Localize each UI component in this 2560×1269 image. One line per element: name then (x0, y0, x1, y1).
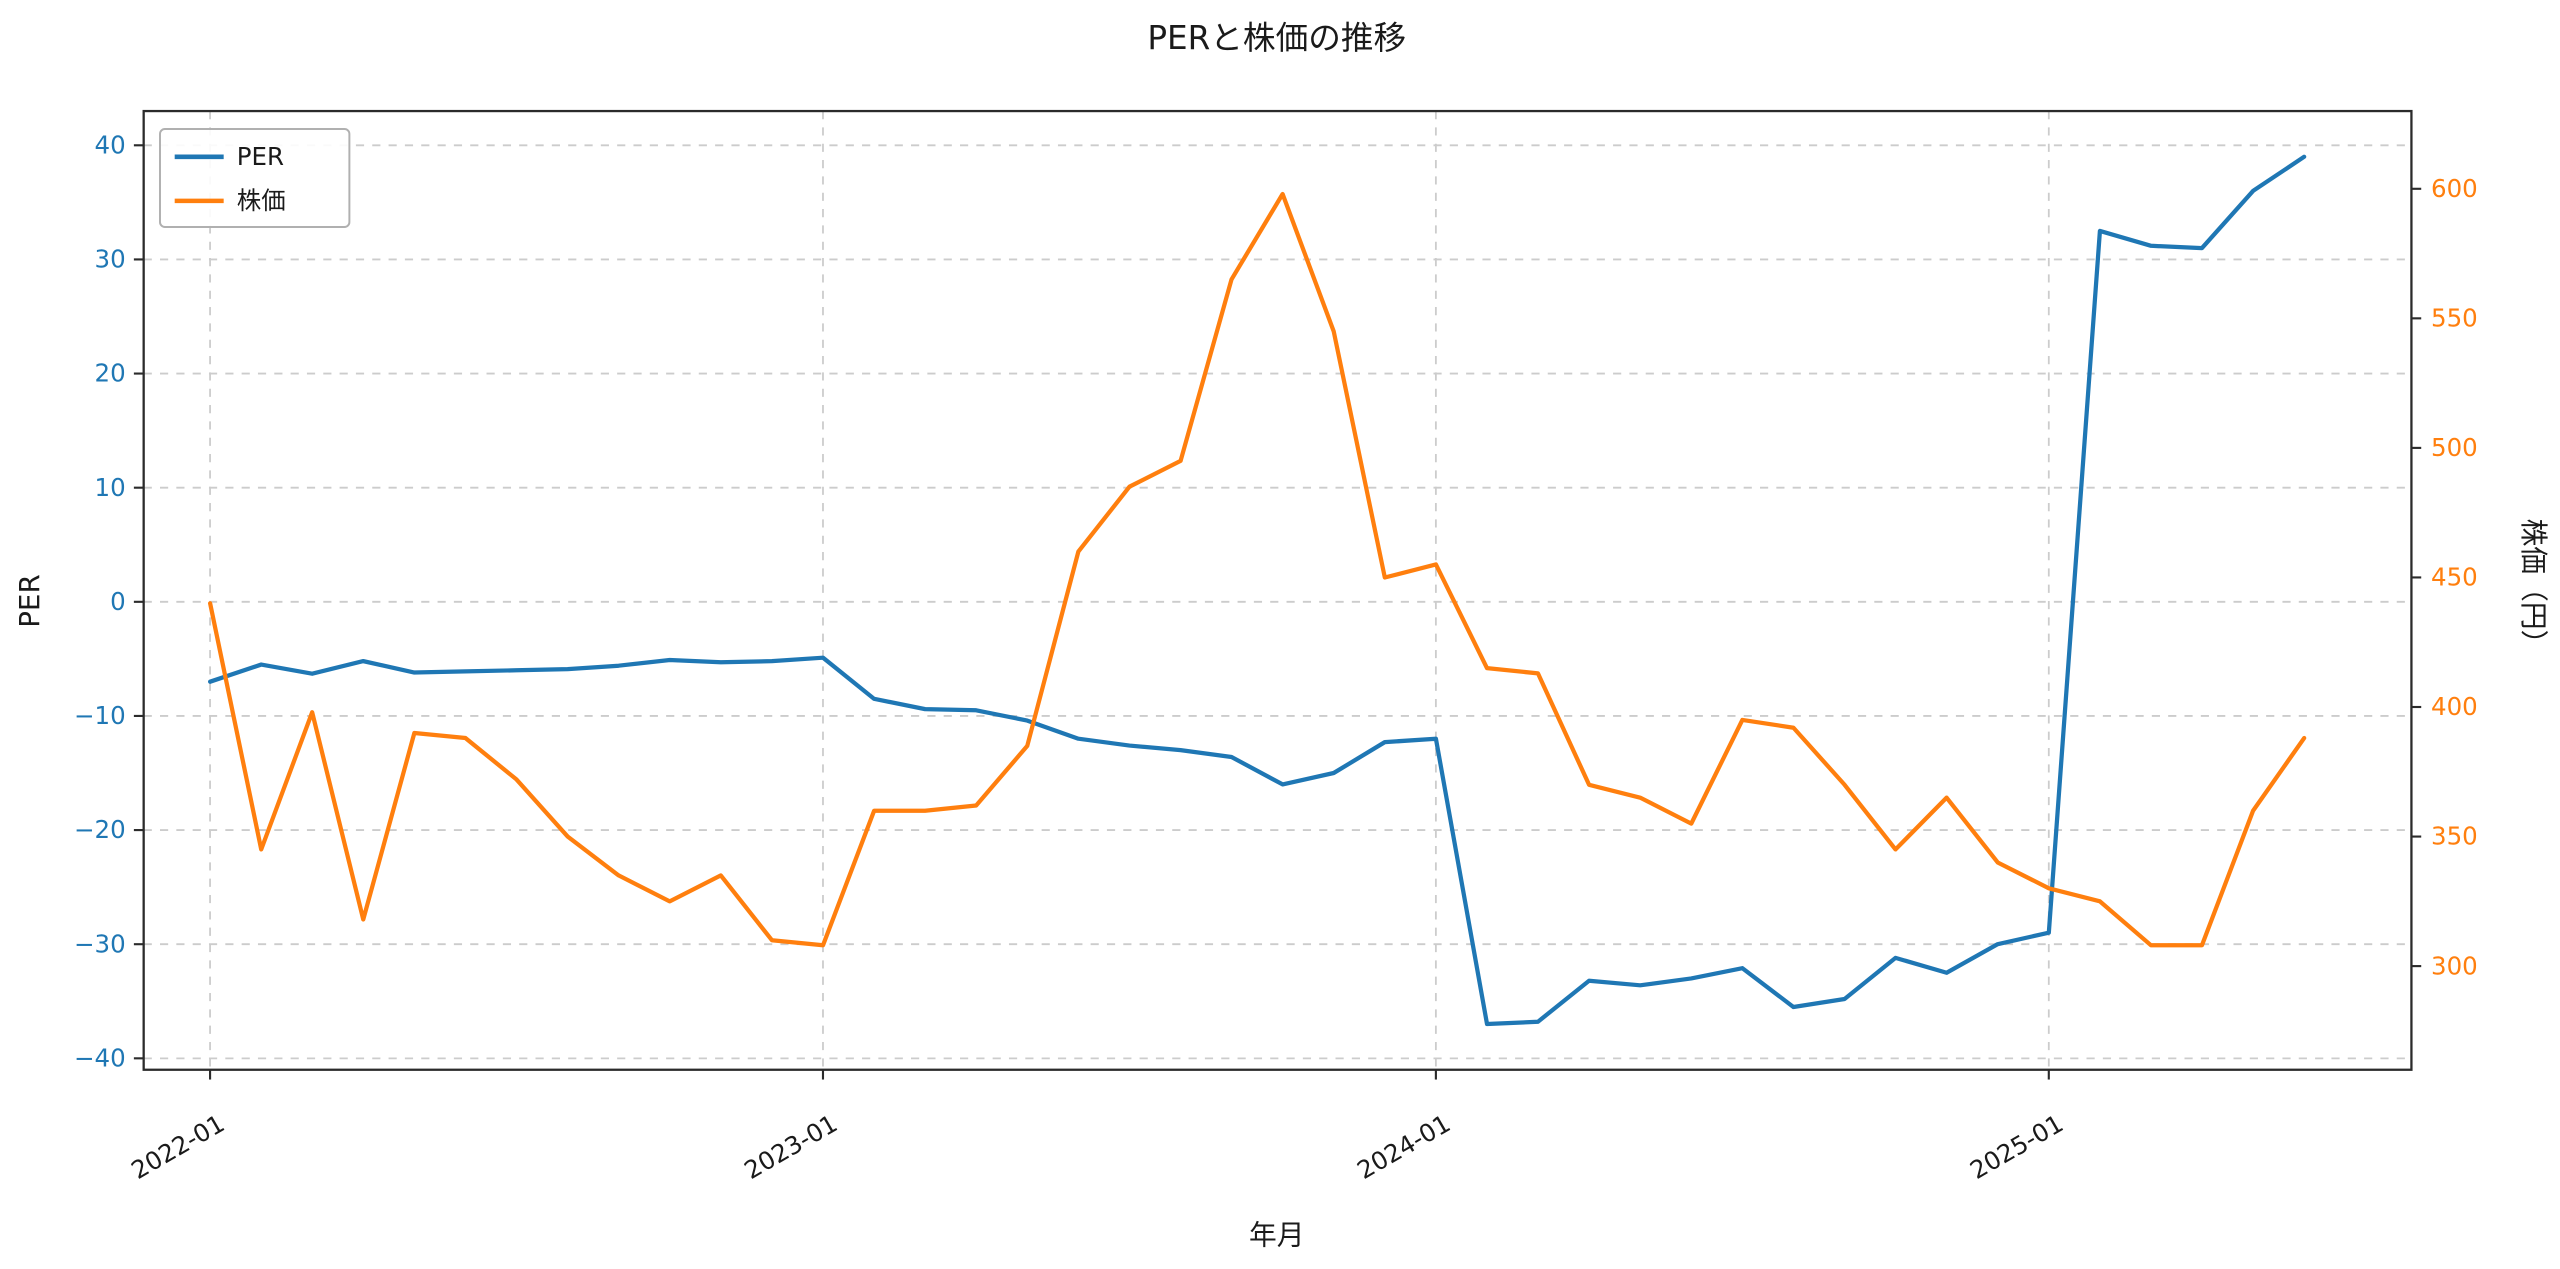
right-tick-label: 600 (2431, 174, 2478, 203)
right-tick-label: 300 (2431, 951, 2478, 980)
legend-label-per: PER (237, 142, 284, 171)
x-tick-label: 2025-01 (1965, 1109, 2068, 1185)
plot-border (142, 109, 2413, 1071)
x-axis-label: 年月 (1249, 1218, 1305, 1251)
right-tick-label: 350 (2431, 822, 2478, 851)
left-tick-label: 30 (95, 245, 126, 274)
right-tick-label: 500 (2431, 433, 2478, 462)
axis-ticks: −40 −30 −20 −10 0 10 20 30 40 300 350 400 450 500 550 6… (74, 130, 2478, 1184)
x-tick-label: 2024-01 (1352, 1109, 1455, 1185)
stock-price-line (207, 191, 2307, 948)
left-tick-label: 40 (95, 130, 126, 159)
right-tick-label: 400 (2431, 692, 2478, 721)
left-tick-label: −30 (74, 929, 126, 958)
x-tick-label: 2023-01 (739, 1109, 842, 1185)
right-tick-label: 550 (2431, 304, 2478, 333)
left-tick-label: −40 (74, 1043, 126, 1072)
left-tick-label: 10 (95, 473, 126, 502)
left-tick-label: 0 (110, 587, 126, 616)
legend-label-stock-price: 株価 (237, 186, 286, 215)
left-tick-label: −10 (74, 701, 126, 730)
per-line (207, 154, 2307, 1027)
series-lines (207, 154, 2307, 1027)
right-tick-label: 450 (2431, 563, 2478, 592)
y-axis-label-right: 株価（円） (2517, 519, 2550, 658)
left-tick-label: −20 (74, 815, 126, 844)
y-axis-label-left: PER (13, 574, 46, 628)
x-tick-label: 2022-01 (126, 1109, 229, 1185)
left-tick-label: 20 (95, 359, 126, 388)
grid (143, 111, 2412, 1070)
legend: PER 株価 (159, 128, 351, 228)
chart-title: PERと株価の推移 (1147, 19, 1406, 57)
